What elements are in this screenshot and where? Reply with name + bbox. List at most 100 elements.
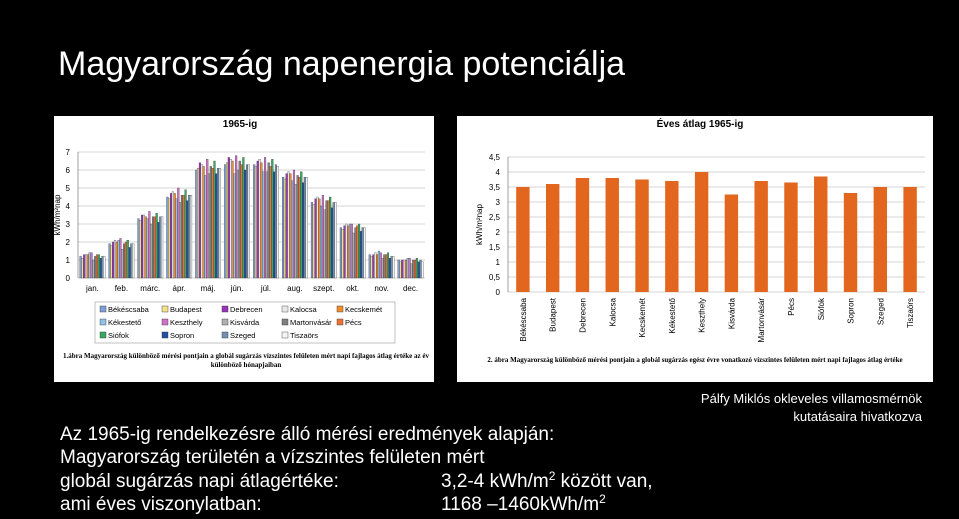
bar <box>126 240 129 279</box>
legend-label: Pécs <box>345 318 362 327</box>
x-tick-label: jún. <box>230 284 244 293</box>
bar <box>348 223 352 279</box>
bar <box>285 173 288 279</box>
y-axis-label: kWh/m²nap <box>53 194 62 235</box>
bar <box>368 254 371 279</box>
bar <box>575 178 590 292</box>
legend-swatch <box>161 318 169 326</box>
bar <box>88 252 91 279</box>
y-tick-label: 1 <box>66 256 71 265</box>
bar <box>376 254 379 279</box>
bar <box>635 179 649 292</box>
bar <box>198 162 202 279</box>
bar <box>97 254 100 279</box>
x-tick-label: Budapest <box>549 297 558 332</box>
bar <box>415 258 418 279</box>
bar <box>229 159 232 279</box>
bar <box>374 252 377 279</box>
bar <box>128 247 131 279</box>
legend-swatch <box>99 318 107 326</box>
x-tick-label: szept. <box>313 284 334 293</box>
y-tick-label: 2 <box>496 228 501 237</box>
y-tick-label: 2,5 <box>489 213 501 222</box>
y-tick-label: 5 <box>66 184 71 193</box>
x-tick-label: Tiszaörs <box>906 298 915 328</box>
bar <box>354 227 357 279</box>
bar <box>224 164 227 279</box>
bar <box>412 259 415 279</box>
y-tick-label: 1 <box>496 258 501 267</box>
bar <box>332 202 335 279</box>
bar <box>244 169 247 279</box>
bar <box>119 238 122 279</box>
bar <box>269 166 272 279</box>
bar <box>121 249 124 279</box>
bar <box>141 214 144 279</box>
x-tick-label: ápr. <box>173 284 186 293</box>
bar <box>204 175 207 279</box>
bar <box>153 216 156 279</box>
bar <box>287 171 290 279</box>
legend-label: Sopron <box>170 331 194 340</box>
x-tick-label: Kékestető <box>668 297 677 333</box>
bar <box>294 184 297 279</box>
bar <box>408 258 411 279</box>
y-tick-label: 3 <box>496 198 501 207</box>
bar <box>665 181 679 292</box>
bar <box>108 243 111 279</box>
bar <box>323 209 326 279</box>
legend-label: Szeged <box>230 331 255 340</box>
bar <box>238 160 241 279</box>
caption: 1.ábra Magyarország különböző mérési pon… <box>63 352 429 369</box>
superscript: 2 <box>599 492 606 506</box>
bar <box>724 194 739 292</box>
x-tick-label: feb. <box>115 284 128 293</box>
caption: 2. ábra Magyarország különböző mérési po… <box>487 356 903 364</box>
bar <box>325 200 328 279</box>
bar <box>177 187 180 279</box>
bar <box>339 227 342 279</box>
legend-swatch <box>161 305 169 313</box>
bar <box>179 202 182 279</box>
bar <box>754 181 768 292</box>
legend-box <box>94 301 396 344</box>
bar <box>545 184 560 292</box>
bar <box>169 193 173 279</box>
y-tick-label: 0,5 <box>489 273 501 282</box>
bar <box>247 164 250 279</box>
bar <box>291 180 294 279</box>
bar <box>414 259 417 279</box>
x-tick-label: aug. <box>287 284 303 293</box>
bar <box>200 164 203 279</box>
bar <box>258 159 261 279</box>
bar <box>95 254 99 279</box>
legend-swatch <box>336 318 344 326</box>
body-text: 3,2-4 kWh/m2 között van, <box>441 469 653 492</box>
bar <box>361 227 364 279</box>
bar <box>516 187 530 292</box>
superscript: 2 <box>549 469 556 483</box>
bar <box>392 256 395 279</box>
legend-swatch <box>281 331 289 339</box>
bar <box>282 177 285 279</box>
bar <box>314 198 317 279</box>
bar <box>298 177 301 279</box>
legend-label: Kisvárda <box>230 318 260 327</box>
bar <box>359 231 362 279</box>
bar <box>130 243 133 279</box>
bar <box>358 223 361 279</box>
bar <box>146 218 149 279</box>
bar <box>784 182 798 292</box>
bar <box>316 196 319 279</box>
x-tick-label: Békéscsaba <box>519 297 528 341</box>
bar <box>390 256 393 279</box>
bar <box>225 162 229 279</box>
bar <box>352 232 355 279</box>
bar <box>157 222 160 279</box>
y-tick-label: 4 <box>66 202 71 211</box>
bar <box>184 189 187 279</box>
bar <box>81 258 84 279</box>
legend-label: Siófok <box>108 331 129 340</box>
x-tick-label: Kecskemét <box>638 297 647 337</box>
